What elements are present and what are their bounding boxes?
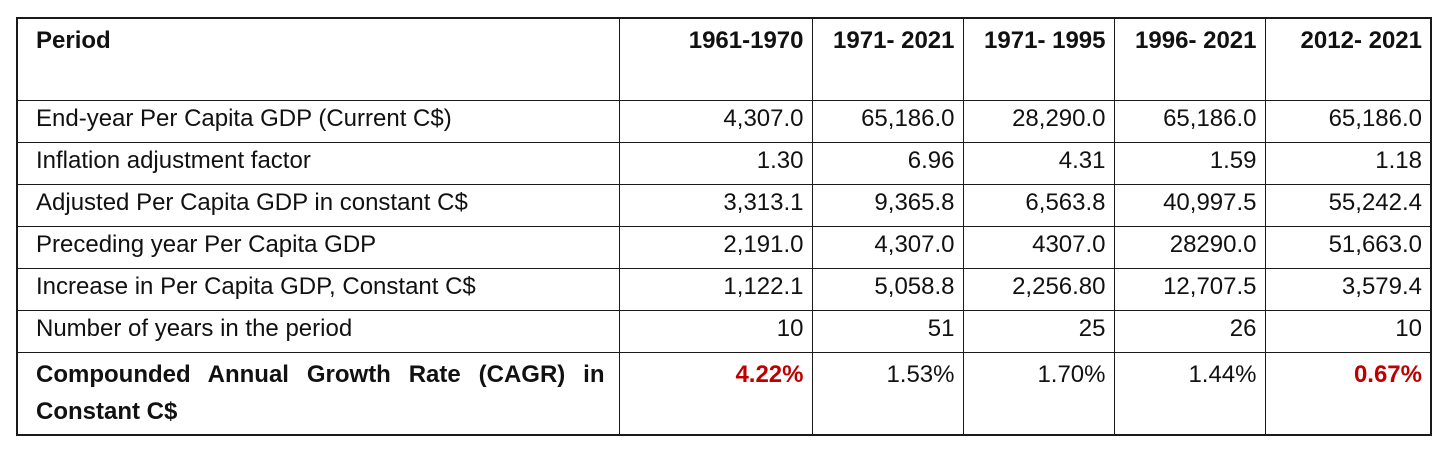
table-cell: 25 bbox=[962, 310, 1115, 353]
table-row: Preceding year Per Capita GDP 2,191.0 4,… bbox=[16, 226, 1432, 269]
table-cell: 3,313.1 bbox=[618, 184, 813, 227]
table-cell: 4,307.0 bbox=[811, 226, 964, 269]
table-row-cagr: Compounded Annual Growth Rate (CAGR) in … bbox=[16, 352, 1432, 436]
header-1961-1970: 1961-1970 bbox=[618, 17, 813, 101]
table-cell: 51,663.0 bbox=[1264, 226, 1432, 269]
header-1996-2021: 1996- 2021 bbox=[1113, 17, 1266, 101]
row-label: Adjusted Per Capita GDP in constant C$ bbox=[16, 184, 620, 227]
table-cell: 10 bbox=[1264, 310, 1432, 353]
table-cell: 65,186.0 bbox=[811, 100, 964, 143]
table-row: Number of years in the period 10 51 25 2… bbox=[16, 310, 1432, 353]
table-cell: 55,242.4 bbox=[1264, 184, 1432, 227]
table-cell: 65,186.0 bbox=[1113, 100, 1266, 143]
table-cell: 5,058.8 bbox=[811, 268, 964, 311]
table-cell: 51 bbox=[811, 310, 964, 353]
row-label: Compounded Annual Growth Rate (CAGR) in … bbox=[16, 352, 620, 436]
table-cell: 2,256.80 bbox=[962, 268, 1115, 311]
table-cell: 1.70% bbox=[962, 352, 1115, 436]
table-row: Increase in Per Capita GDP, Constant C$ … bbox=[16, 268, 1432, 311]
header-row: Period 1961-1970 1971- 2021 1971- 1995 1… bbox=[16, 17, 1432, 101]
header-2012-2021: 2012- 2021 bbox=[1264, 17, 1432, 101]
table-cell-highlight: 4.22% bbox=[618, 352, 813, 436]
table-cell: 9,365.8 bbox=[811, 184, 964, 227]
table-cell: 26 bbox=[1113, 310, 1266, 353]
header-1971-2021: 1971- 2021 bbox=[811, 17, 964, 101]
cagr-table: Period 1961-1970 1971- 2021 1971- 1995 1… bbox=[16, 17, 1432, 436]
table-cell: 4,307.0 bbox=[618, 100, 813, 143]
table-row: End-year Per Capita GDP (Current C$) 4,3… bbox=[16, 100, 1432, 143]
row-label: Inflation adjustment factor bbox=[16, 142, 620, 185]
table-row: Inflation adjustment factor 1.30 6.96 4.… bbox=[16, 142, 1432, 185]
row-label: Increase in Per Capita GDP, Constant C$ bbox=[16, 268, 620, 311]
table-cell: 28,290.0 bbox=[962, 100, 1115, 143]
row-label: End-year Per Capita GDP (Current C$) bbox=[16, 100, 620, 143]
table-row: Adjusted Per Capita GDP in constant C$ 3… bbox=[16, 184, 1432, 227]
header-1971-1995: 1971- 1995 bbox=[962, 17, 1115, 101]
table-cell-highlight: 0.67% bbox=[1264, 352, 1432, 436]
table-cell: 40,997.5 bbox=[1113, 184, 1266, 227]
table-cell: 1.18 bbox=[1264, 142, 1432, 185]
table-cell: 6,563.8 bbox=[962, 184, 1115, 227]
table-cell: 2,191.0 bbox=[618, 226, 813, 269]
table-cell: 65,186.0 bbox=[1264, 100, 1432, 143]
table-cell: 10 bbox=[618, 310, 813, 353]
table-cell: 4.31 bbox=[962, 142, 1115, 185]
table-cell: 1.53% bbox=[811, 352, 964, 436]
header-period: Period bbox=[16, 17, 620, 101]
table-cell: 1,122.1 bbox=[618, 268, 813, 311]
row-label: Preceding year Per Capita GDP bbox=[16, 226, 620, 269]
table-cell: 3,579.4 bbox=[1264, 268, 1432, 311]
table-cell: 1.59 bbox=[1113, 142, 1266, 185]
row-label: Number of years in the period bbox=[16, 310, 620, 353]
table-cell: 28290.0 bbox=[1113, 226, 1266, 269]
table-cell: 1.30 bbox=[618, 142, 813, 185]
table-cell: 1.44% bbox=[1113, 352, 1266, 436]
table-cell: 12,707.5 bbox=[1113, 268, 1266, 311]
table-cell: 4307.0 bbox=[962, 226, 1115, 269]
table-cell: 6.96 bbox=[811, 142, 964, 185]
